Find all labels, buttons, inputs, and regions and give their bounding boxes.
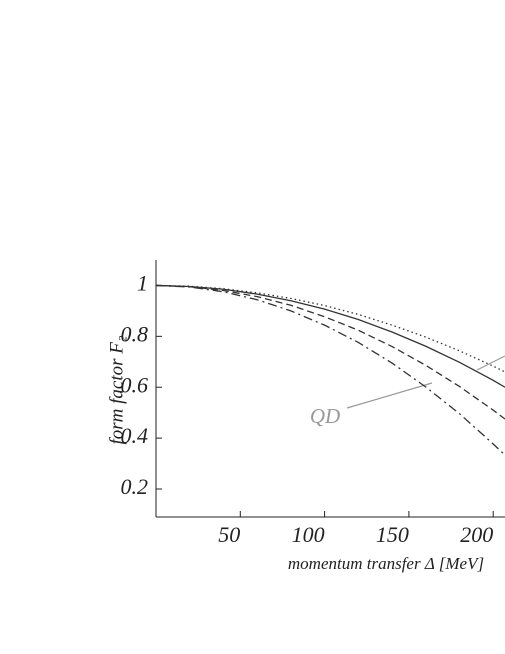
series-line [155, 284, 505, 388]
x-tick-label: 100 [292, 522, 325, 547]
series-line [155, 284, 505, 456]
y-tick-label: 0.2 [121, 474, 149, 499]
annotation-pointer [476, 355, 505, 371]
y-axis-label: form factor F₂ [106, 335, 127, 444]
y-tick-label: 0.6 [121, 372, 149, 397]
y-tick-label: 0.8 [121, 321, 149, 346]
annotation-pointer [346, 382, 433, 409]
series-line [155, 284, 505, 420]
y-tick-label: 0.4 [121, 423, 149, 448]
x-axis-label: momentum transfer Δ [MeV] [288, 554, 484, 573]
annotation: QD [310, 404, 340, 428]
x-tick-label: 150 [376, 522, 409, 547]
y-tick-label: 1 [137, 270, 148, 295]
x-tick-label: 200 [460, 522, 493, 547]
x-tick-label: 50 [218, 522, 240, 547]
